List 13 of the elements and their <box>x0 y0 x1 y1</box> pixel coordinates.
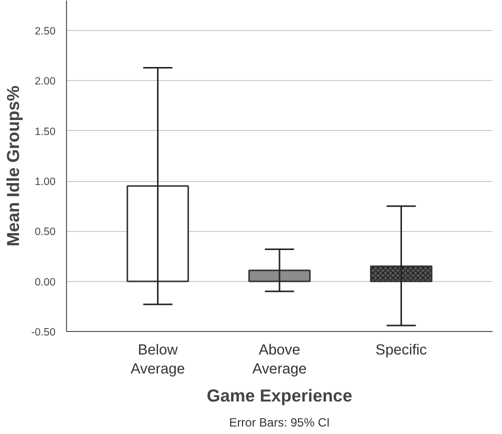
y-tick-label: -0.50 <box>31 326 56 338</box>
x-tick-label: Below Average <box>130 342 185 378</box>
y-axis-title: Mean Idle Groups% <box>3 86 24 246</box>
y-tick-label: 0.50 <box>34 226 56 238</box>
text: Error Bars: 95% CI <box>229 416 330 430</box>
x-axis-title: Game Experience <box>206 386 353 406</box>
y-tick-label: 0.00 <box>34 276 56 288</box>
y-tick-label: 1.50 <box>34 126 56 138</box>
y-tick-label: 2.50 <box>34 26 56 38</box>
x-tick-label: Specific <box>376 342 427 358</box>
x-tick-label: Above Average <box>252 342 307 378</box>
y-tick-label: 1.00 <box>34 176 56 188</box>
y-tick-label: 2.00 <box>34 76 56 88</box>
